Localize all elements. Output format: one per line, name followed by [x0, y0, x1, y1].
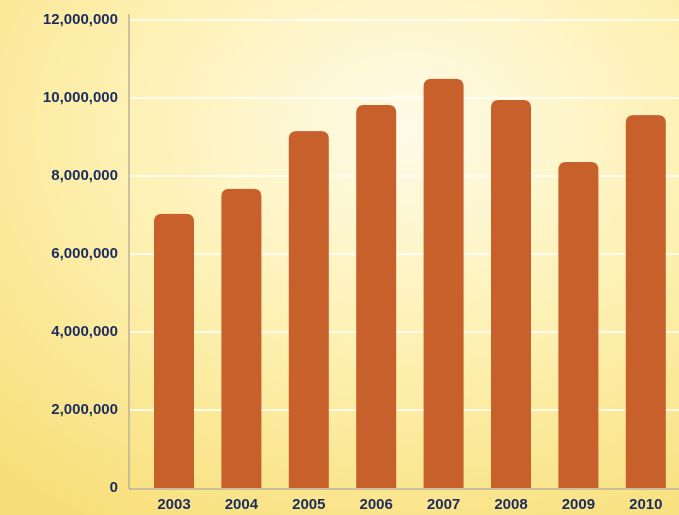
y-tick-label: 10,000,000 [43, 89, 118, 106]
bar [423, 78, 464, 488]
x-tick-label: 2004 [225, 496, 259, 513]
bar [356, 105, 397, 489]
x-tick-label: 2006 [360, 496, 393, 513]
bar [221, 188, 262, 488]
bar [558, 161, 599, 488]
y-tick-label: 2,000,000 [51, 401, 118, 418]
y-tick-label: 6,000,000 [51, 245, 118, 262]
x-tick-label: 2008 [494, 496, 527, 513]
x-tick-label: 2007 [427, 496, 460, 513]
bar [491, 99, 531, 488]
bar [288, 131, 329, 488]
bar [154, 213, 194, 488]
bar [625, 115, 666, 488]
x-tick-label: 2010 [629, 496, 662, 513]
y-tick-label: 8,000,000 [51, 167, 118, 184]
x-tick-label: 2005 [292, 496, 325, 513]
x-tick-label: 2009 [562, 496, 595, 513]
y-tick-label: 12,000,000 [43, 11, 118, 28]
y-tick-label: 0 [110, 479, 118, 496]
x-tick-label: 2003 [157, 496, 190, 513]
y-tick-label: 4,000,000 [51, 323, 118, 340]
